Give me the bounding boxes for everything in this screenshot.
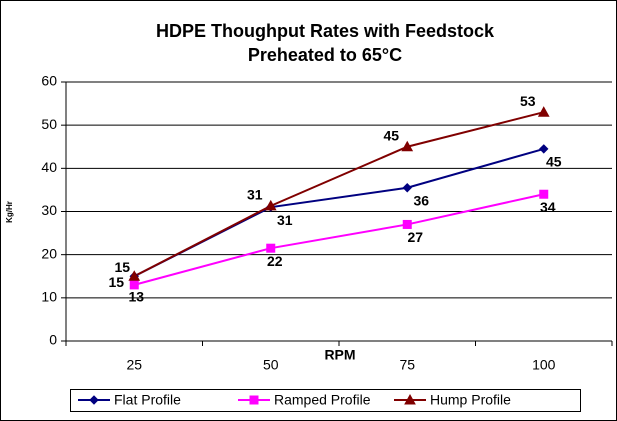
marker: [539, 189, 549, 199]
y-tick-label: 50: [41, 116, 57, 132]
legend-marker: [404, 393, 416, 405]
series-line: [133, 111, 544, 278]
marker: [266, 243, 276, 253]
legend-marker: [249, 395, 259, 405]
data-label: 15: [114, 259, 130, 275]
series-line: [133, 193, 544, 286]
data-label: 27: [407, 229, 423, 245]
marker: [537, 106, 550, 117]
marker: [539, 144, 549, 154]
legend-label: Ramped Profile: [274, 392, 371, 408]
data-label: 45: [383, 127, 399, 143]
y-tick-label: 10: [41, 289, 57, 305]
data-label: 13: [128, 289, 144, 305]
y-axis-label: Kg/Hr: [5, 201, 14, 223]
chart-title: Preheated to 65°C: [248, 45, 402, 65]
data-label: 22: [267, 253, 283, 269]
chart-title: HDPE Thoughput Rates with Feedstock: [156, 21, 495, 41]
marker: [264, 199, 277, 211]
y-tick-label: 60: [41, 73, 57, 89]
x-tick-label: 25: [126, 357, 142, 373]
marker: [401, 140, 414, 152]
data-label: 31: [277, 212, 293, 228]
x-tick-label: 50: [263, 357, 279, 373]
marker: [128, 270, 141, 281]
marker: [402, 183, 412, 193]
data-label: 15: [108, 274, 124, 290]
legend: [70, 389, 581, 412]
data-label: 36: [413, 192, 429, 208]
data-label: 31: [247, 187, 263, 203]
y-tick-label: 40: [41, 159, 57, 175]
legend-label: Flat Profile: [114, 392, 181, 408]
y-tick-label: 0: [49, 332, 57, 348]
data-label: 34: [540, 199, 556, 215]
y-tick-label: 20: [41, 245, 57, 261]
legend-marker: [89, 395, 99, 405]
marker: [129, 280, 139, 290]
x-tick-label: 100: [532, 357, 556, 373]
data-label: 53: [520, 93, 536, 109]
x-axis-label: RPM: [324, 347, 355, 363]
legend-label: Hump Profile: [430, 392, 511, 408]
y-tick-label: 30: [41, 202, 57, 218]
data-label: 45: [546, 154, 562, 170]
x-tick-label: 75: [399, 357, 415, 373]
marker: [402, 219, 412, 229]
